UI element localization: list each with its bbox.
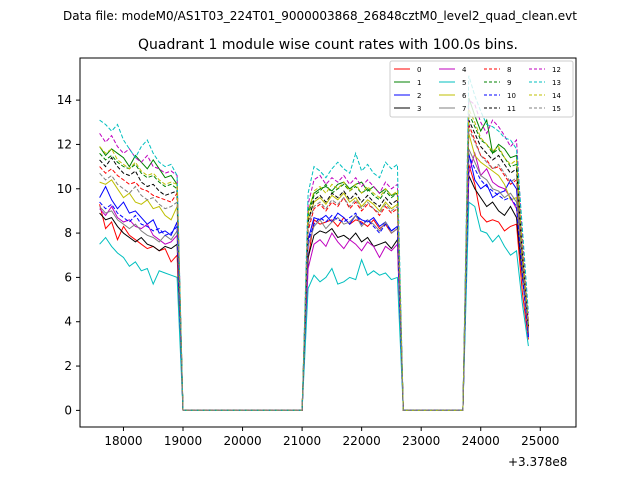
series-line-11 <box>99 119 529 411</box>
legend-label-1: 1 <box>417 79 421 87</box>
x-offset-label: +3.378e8 <box>508 455 567 469</box>
y-tick-label: 14 <box>57 93 72 107</box>
x-tick-label: 18000 <box>104 434 142 448</box>
data-file-subtitle: Data file: modeM0/AS1T03_224T01_90000038… <box>63 9 577 23</box>
y-tick-label: 6 <box>64 270 72 284</box>
series-line-15 <box>99 128 529 411</box>
y-tick-label: 0 <box>64 403 72 417</box>
legend-box <box>389 60 574 118</box>
x-axis: 18000 19000 20000 21000 22000 23000 24000 25000 <box>104 427 559 448</box>
y-axis: 0 2 4 6 8 10 12 14 <box>57 93 80 417</box>
y-tick-label: 12 <box>57 137 72 151</box>
chart-title: Quadrant 1 module wise count rates with … <box>138 37 518 53</box>
legend-label-9: 9 <box>507 79 511 87</box>
legend-label-8: 8 <box>507 66 511 74</box>
y-tick-label: 4 <box>64 315 72 329</box>
legend-label-12: 12 <box>552 66 561 74</box>
x-tick-label: 25000 <box>521 434 559 448</box>
legend-label-5: 5 <box>462 79 466 87</box>
x-tick-label: 23000 <box>402 434 440 448</box>
x-tick-label: 19000 <box>164 434 202 448</box>
legend-label-0: 0 <box>417 66 421 74</box>
legend-label-10: 10 <box>507 92 516 100</box>
y-tick-label: 8 <box>64 226 72 240</box>
series-line-10 <box>99 155 529 411</box>
legend-label-6: 6 <box>462 92 467 100</box>
x-tick-label: 20000 <box>223 434 261 448</box>
series-line-13 <box>99 75 529 411</box>
series-line-14 <box>99 108 529 411</box>
x-tick-label: 24000 <box>462 434 500 448</box>
y-tick-label: 2 <box>64 359 72 373</box>
legend-label-13: 13 <box>552 79 561 87</box>
legend-label-7: 7 <box>462 105 466 113</box>
legend-label-15: 15 <box>552 105 561 113</box>
axes-frame <box>79 57 577 428</box>
y-tick-label: 10 <box>57 182 72 196</box>
legend-label-3: 3 <box>417 105 421 113</box>
legend-label-11: 11 <box>507 105 516 113</box>
series-line-12 <box>99 99 529 411</box>
legend-label-2: 2 <box>417 92 421 100</box>
x-tick-label: 21000 <box>283 434 321 448</box>
series-lines <box>99 75 529 411</box>
legend-label-14: 14 <box>552 92 561 100</box>
x-tick-label: 22000 <box>343 434 381 448</box>
legend-label-4: 4 <box>462 66 467 74</box>
